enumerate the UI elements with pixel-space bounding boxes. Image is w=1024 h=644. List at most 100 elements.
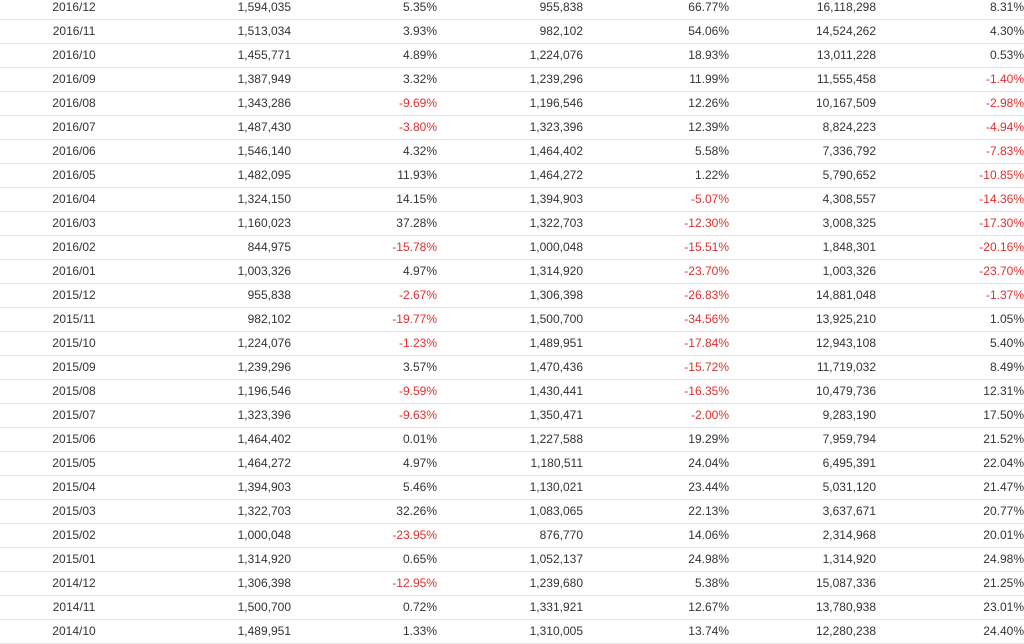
month-cell: 2015/07 [0, 403, 148, 428]
month-cell: 2016/01 [0, 259, 148, 284]
cumulative-cell: 6,495,391 [729, 451, 876, 476]
value-cell: 1,306,398 [148, 571, 291, 596]
cumulative-change-cell: 22.04% [876, 451, 1024, 476]
prior-value-cell: 1,489,951 [437, 331, 583, 356]
month-cell: 2016/02 [0, 235, 148, 260]
cumulative-change-cell: -1.37% [876, 283, 1024, 308]
cumulative-change-cell: -14.36% [876, 187, 1024, 212]
table-row: 2016/09 1,387,949 3.32% 1,239,296 11.99% 11,5… [0, 67, 1024, 92]
cumulative-cell: 1,848,301 [729, 235, 876, 260]
cumulative-change-cell: 24.98% [876, 547, 1024, 572]
prior-change-cell: 24.04% [583, 451, 729, 476]
month-cell: 2016/07 [0, 115, 148, 140]
table-row: 2015/07 1,323,396 -9.63% 1,350,471 -2.00% 9,2… [0, 403, 1024, 428]
prior-value-cell: 1,331,921 [437, 595, 583, 620]
prior-change-cell: 5.58% [583, 139, 729, 164]
cumulative-cell: 5,790,652 [729, 163, 876, 188]
value-cell: 1,324,150 [148, 187, 291, 212]
prior-value-cell: 1,464,272 [437, 163, 583, 188]
prior-value-cell: 1,000,048 [437, 235, 583, 260]
prior-change-cell: 66.77% [583, 0, 729, 20]
cumulative-change-cell: 1.05% [876, 307, 1024, 332]
prior-change-cell: 54.06% [583, 19, 729, 44]
prior-value-cell: 982,102 [437, 19, 583, 44]
value-cell: 1,314,920 [148, 547, 291, 572]
cumulative-cell: 12,280,238 [729, 619, 876, 644]
prior-value-cell: 1,227,588 [437, 427, 583, 452]
table-row: 2014/12 1,306,398 -12.95% 1,239,680 5.38% 15,… [0, 571, 1024, 596]
cumulative-change-cell: 8.31% [876, 0, 1024, 20]
prior-value-cell: 1,322,703 [437, 211, 583, 236]
month-cell: 2016/06 [0, 139, 148, 164]
month-cell: 2014/12 [0, 571, 148, 596]
table-row: 2014/11 1,500,700 0.72% 1,331,921 12.67% 13,7… [0, 595, 1024, 620]
prior-change-cell: -12.30% [583, 211, 729, 236]
prior-change-cell: 12.67% [583, 595, 729, 620]
prior-change-cell: 22.13% [583, 499, 729, 524]
change-cell: 3.57% [291, 355, 437, 380]
cumulative-change-cell: 20.01% [876, 523, 1024, 548]
cumulative-cell: 14,524,262 [729, 19, 876, 44]
month-cell: 2016/03 [0, 211, 148, 236]
cumulative-cell: 8,824,223 [729, 115, 876, 140]
table-row: 2016/10 1,455,771 4.89% 1,224,076 18.93% 13,0… [0, 43, 1024, 68]
prior-change-cell: 24.98% [583, 547, 729, 572]
month-cell: 2014/10 [0, 619, 148, 644]
month-cell: 2016/10 [0, 43, 148, 68]
table-row: 2015/10 1,224,076 -1.23% 1,489,951 -17.84% 12… [0, 331, 1024, 356]
value-cell: 1,500,700 [148, 595, 291, 620]
prior-change-cell: -26.83% [583, 283, 729, 308]
cumulative-cell: 3,637,671 [729, 499, 876, 524]
prior-change-cell: -34.56% [583, 307, 729, 332]
cumulative-change-cell: -1.40% [876, 67, 1024, 92]
change-cell: 37.28% [291, 211, 437, 236]
cumulative-change-cell: 21.47% [876, 475, 1024, 500]
month-cell: 2015/04 [0, 475, 148, 500]
value-cell: 955,838 [148, 283, 291, 308]
value-cell: 1,196,546 [148, 379, 291, 404]
cumulative-cell: 9,283,190 [729, 403, 876, 428]
month-cell: 2015/12 [0, 283, 148, 308]
cumulative-change-cell: 5.40% [876, 331, 1024, 356]
table-row: 2016/07 1,487,430 -3.80% 1,323,396 12.39% 8,8… [0, 115, 1024, 140]
prior-change-cell: -16.35% [583, 379, 729, 404]
cumulative-cell: 5,031,120 [729, 475, 876, 500]
month-cell: 2015/03 [0, 499, 148, 524]
month-cell: 2015/08 [0, 379, 148, 404]
change-cell: 11.93% [291, 163, 437, 188]
prior-change-cell: -15.51% [583, 235, 729, 260]
cumulative-cell: 13,011,228 [729, 43, 876, 68]
prior-value-cell: 1,052,137 [437, 547, 583, 572]
table-row: 2016/03 1,160,023 37.28% 1,322,703 -12.30% 3,… [0, 211, 1024, 236]
prior-value-cell: 1,196,546 [437, 91, 583, 116]
cumulative-cell: 7,336,792 [729, 139, 876, 164]
value-cell: 1,487,430 [148, 115, 291, 140]
month-cell: 2015/01 [0, 547, 148, 572]
table-row: 2015/05 1,464,272 4.97% 1,180,511 24.04% 6,49… [0, 451, 1024, 476]
month-cell: 2016/05 [0, 163, 148, 188]
table-row: 2015/03 1,322,703 32.26% 1,083,065 22.13% 3,6… [0, 499, 1024, 524]
cumulative-cell: 13,925,210 [729, 307, 876, 332]
table-row: 2016/02 844,975 -15.78% 1,000,048 -15.51% 1,8… [0, 235, 1024, 260]
change-cell: 5.46% [291, 475, 437, 500]
table-row: 2015/08 1,196,546 -9.59% 1,430,441 -16.35% 10… [0, 379, 1024, 404]
month-cell: 2015/10 [0, 331, 148, 356]
cumulative-cell: 11,555,458 [729, 67, 876, 92]
prior-value-cell: 1,180,511 [437, 451, 583, 476]
prior-value-cell: 1,224,076 [437, 43, 583, 68]
prior-value-cell: 1,470,436 [437, 355, 583, 380]
change-cell: 0.01% [291, 427, 437, 452]
value-cell: 1,322,703 [148, 499, 291, 524]
change-cell: 4.97% [291, 259, 437, 284]
table-row: 2014/10 1,489,951 1.33% 1,310,005 13.74% 12,2… [0, 619, 1024, 644]
cumulative-cell: 10,479,736 [729, 379, 876, 404]
month-cell: 2015/06 [0, 427, 148, 452]
change-cell: -1.23% [291, 331, 437, 356]
table-row: 2015/02 1,000,048 -23.95% 876,770 14.06% 2,31… [0, 523, 1024, 548]
value-cell: 1,513,034 [148, 19, 291, 44]
prior-value-cell: 1,314,920 [437, 259, 583, 284]
table-row: 2015/04 1,394,903 5.46% 1,130,021 23.44% 5,03… [0, 475, 1024, 500]
value-cell: 982,102 [148, 307, 291, 332]
